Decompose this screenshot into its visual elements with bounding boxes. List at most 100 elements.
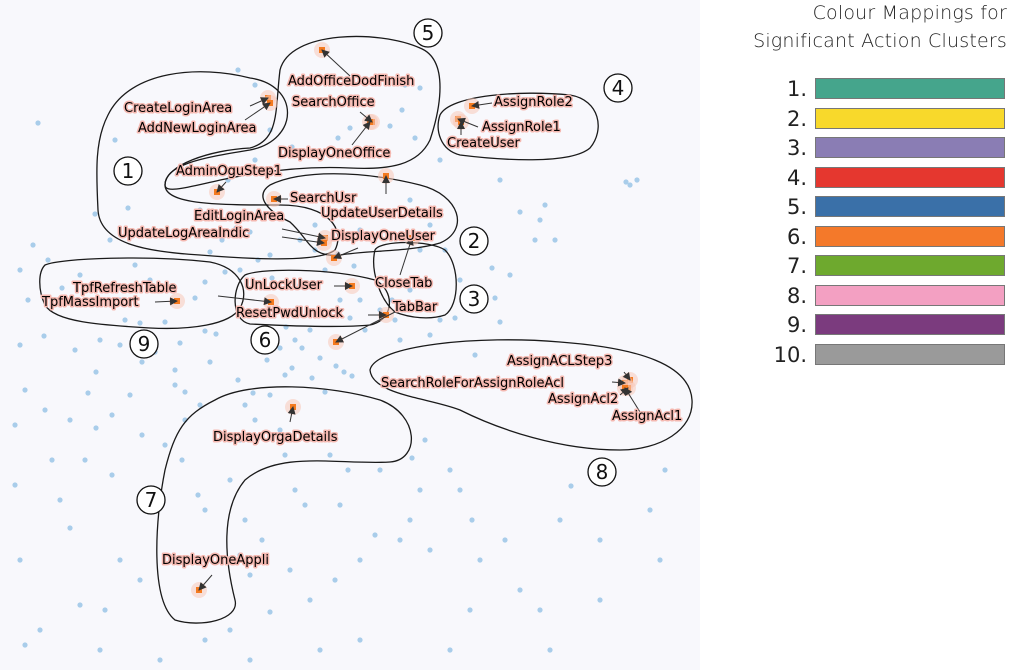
background-point xyxy=(137,577,143,583)
background-point xyxy=(457,487,463,493)
background-point xyxy=(472,352,478,358)
background-point xyxy=(22,387,28,393)
background-point xyxy=(497,319,503,325)
action-label: SearchUsr xyxy=(290,191,357,206)
legend-item-swatch xyxy=(815,225,1005,247)
background-point xyxy=(42,407,48,413)
legend-item: 9. xyxy=(735,313,1007,337)
background-point xyxy=(162,442,168,448)
background-point xyxy=(349,373,355,379)
action-arrow xyxy=(622,371,631,381)
background-point xyxy=(345,467,351,473)
background-point xyxy=(41,333,47,339)
background-point xyxy=(179,457,185,463)
background-point xyxy=(182,389,188,395)
legend-item-swatch xyxy=(815,137,1005,158)
background-point xyxy=(252,82,258,88)
background-point xyxy=(309,375,315,381)
action-label: UpdateUserDetails xyxy=(321,206,443,221)
background-point xyxy=(277,427,283,433)
background-point xyxy=(409,455,415,461)
background-point xyxy=(357,297,363,303)
background-point xyxy=(237,552,243,558)
background-point xyxy=(337,502,343,508)
background-point xyxy=(289,365,295,371)
background-point xyxy=(489,265,495,271)
background-point xyxy=(93,369,99,375)
background-point xyxy=(557,517,563,523)
background-point xyxy=(292,337,298,343)
action-arrow xyxy=(281,236,325,246)
legend-title-line-1: Colour Mappings for xyxy=(812,2,1007,24)
background-point xyxy=(297,309,303,315)
background-point xyxy=(427,547,433,553)
background-point xyxy=(568,483,574,489)
background-point xyxy=(67,525,73,531)
action-arrow xyxy=(217,295,272,306)
background-point xyxy=(332,577,338,583)
background-point xyxy=(197,402,203,408)
background-point xyxy=(252,417,258,423)
background-point xyxy=(97,297,103,303)
background-point xyxy=(287,567,293,573)
background-point xyxy=(17,342,23,348)
background-point xyxy=(427,332,433,338)
background-point xyxy=(322,389,328,395)
background-point xyxy=(417,85,423,91)
action-arrow xyxy=(471,101,493,109)
cluster-number: 4 xyxy=(612,76,625,100)
action-arrow xyxy=(287,406,296,423)
background-point xyxy=(289,144,295,150)
legend-item-swatch xyxy=(815,107,1005,129)
action-label: DisplayOrgaDetails xyxy=(213,430,338,445)
background-point xyxy=(387,123,393,129)
legend-item-swatch xyxy=(815,343,1005,365)
action-label: ResetPwdUnlock xyxy=(236,306,344,321)
background-point xyxy=(269,275,275,281)
background-point xyxy=(237,437,243,443)
background-point xyxy=(282,452,288,458)
background-point xyxy=(307,327,313,333)
background-point xyxy=(137,320,143,326)
action-label: AssignACLStep3 xyxy=(507,354,612,369)
legend-item: 3. xyxy=(735,136,1007,160)
background-point xyxy=(247,657,253,663)
background-point xyxy=(407,517,413,523)
background-point xyxy=(177,340,183,346)
legend-item-label: 10. xyxy=(773,342,807,367)
action-arrow xyxy=(333,247,359,259)
background-point xyxy=(122,317,128,323)
background-point xyxy=(267,252,273,258)
legend-item: 4. xyxy=(735,166,1007,190)
legend-item-swatch xyxy=(815,255,1005,276)
legend-item-label: 2. xyxy=(786,106,807,131)
background-point xyxy=(67,417,73,423)
legend-item-label: 3. xyxy=(786,136,807,160)
background-point xyxy=(292,487,298,493)
background-point xyxy=(407,197,413,203)
cluster-number: 8 xyxy=(596,460,609,484)
action-arrow xyxy=(321,49,351,77)
background-point xyxy=(299,345,305,351)
action-arrow xyxy=(249,97,269,107)
background-point xyxy=(335,135,341,141)
action-arrow xyxy=(611,378,626,387)
scatter-plot: CreateLoginArea AddNewLoginArea AddOfficeD… xyxy=(12,18,693,663)
background-point xyxy=(12,482,18,488)
action-label: AssignRole2 xyxy=(494,95,573,110)
background-point xyxy=(72,347,78,353)
action-label: AddOfficeDodFinish xyxy=(288,74,414,89)
legend-item: 8. xyxy=(735,284,1007,308)
background-point xyxy=(397,337,403,343)
cluster-number: 5 xyxy=(422,21,435,45)
background-point xyxy=(634,177,640,183)
background-point xyxy=(357,557,363,563)
background-point xyxy=(469,517,475,523)
action-labels: CreateLoginArea AddNewLoginArea AddOfficeD… xyxy=(40,73,684,570)
background-point xyxy=(235,377,241,383)
background-point xyxy=(222,269,228,275)
legend-item-label: 8. xyxy=(786,283,807,308)
background-point xyxy=(132,262,138,268)
background-point xyxy=(347,125,353,131)
cluster-number-badge xyxy=(250,325,280,355)
